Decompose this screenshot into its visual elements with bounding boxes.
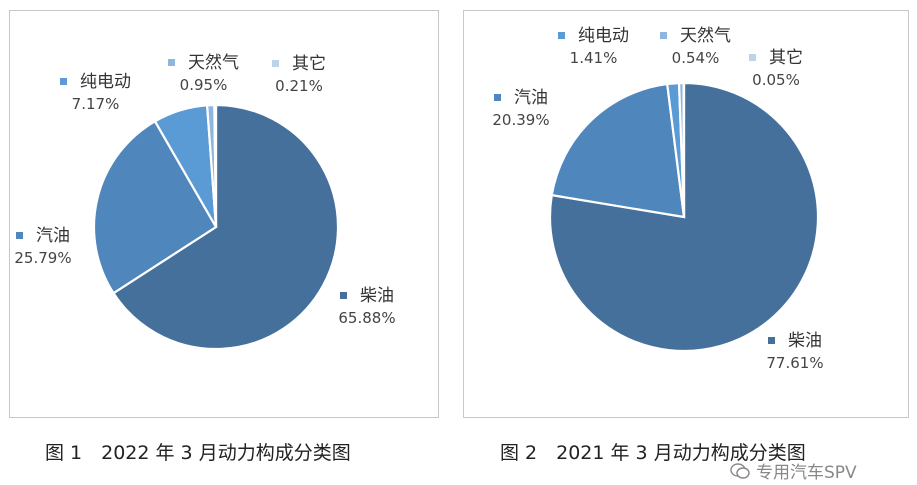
slice-percent-0: 65.88% bbox=[338, 309, 395, 327]
slice-name-0: 柴油 bbox=[360, 286, 394, 306]
slice-name-2: 纯电动 bbox=[578, 26, 629, 46]
slice-label-0: 柴油 65.88% bbox=[338, 286, 395, 327]
pie-chart-2022: 柴油 65.88% 汽油 25.79% 纯电动 7.17% 天然气 0.95% 其它 0.21% bbox=[9, 10, 439, 418]
slice-name-4: 其它 bbox=[292, 54, 326, 74]
legend-swatch-0 bbox=[768, 337, 775, 344]
slice-percent-2: 7.17% bbox=[72, 95, 120, 113]
slice-label-1: 汽油 20.39% bbox=[492, 88, 549, 129]
slice-percent-0: 77.61% bbox=[766, 354, 823, 372]
slice-name-1: 汽油 bbox=[36, 226, 70, 246]
slice-percent-3: 0.54% bbox=[672, 49, 720, 67]
slice-name-3: 天然气 bbox=[188, 53, 239, 73]
legend-swatch-2 bbox=[558, 32, 565, 39]
slice-label-2: 纯电动 7.17% bbox=[60, 72, 131, 113]
legend-swatch-1 bbox=[16, 232, 23, 239]
legend-swatch-4 bbox=[272, 60, 279, 67]
slice-label-2: 纯电动 1.41% bbox=[558, 26, 629, 67]
slice-percent-4: 0.21% bbox=[275, 77, 323, 95]
slice-name-2: 纯电动 bbox=[80, 72, 131, 92]
slice-name-1: 汽油 bbox=[514, 88, 548, 108]
pie-slice-0 bbox=[111, 103, 340, 351]
slice-name-0: 柴油 bbox=[788, 331, 822, 351]
slice-label-3: 天然气 0.54% bbox=[660, 26, 731, 67]
chart-caption-2021: 图 2 2021 年 3 月动力构成分类图 bbox=[500, 442, 806, 464]
watermark-text: 专用汽车SPV bbox=[756, 463, 857, 483]
slice-percent-3: 0.95% bbox=[180, 76, 228, 94]
wechat-icon bbox=[730, 462, 750, 479]
slice-name-3: 天然气 bbox=[680, 26, 731, 46]
watermark: 专用汽车SPV bbox=[730, 458, 857, 483]
slice-label-4: 其它 0.21% bbox=[272, 54, 326, 95]
slice-percent-1: 20.39% bbox=[492, 111, 549, 129]
legend-swatch-1 bbox=[494, 94, 501, 101]
slice-label-3: 天然气 0.95% bbox=[168, 53, 239, 94]
slice-name-4: 其它 bbox=[769, 48, 803, 68]
legend-swatch-3 bbox=[660, 32, 667, 39]
chart-caption-2022: 图 1 2022 年 3 月动力构成分类图 bbox=[45, 442, 351, 464]
legend-swatch-4 bbox=[749, 54, 756, 61]
slice-percent-2: 1.41% bbox=[570, 49, 618, 67]
pie-chart-2022-svg: 柴油 65.88% 汽油 25.79% 纯电动 7.17% 天然气 0.95% 其它 0.21% bbox=[14, 53, 396, 351]
pie-slice-1 bbox=[92, 119, 218, 295]
legend-swatch-3 bbox=[168, 59, 175, 66]
slice-label-4: 其它 0.05% bbox=[749, 48, 803, 89]
pie-chart-2021: 柴油 77.61% 汽油 20.39% 纯电动 1.41% 天然气 0.54% 其它 0.05% bbox=[463, 10, 909, 418]
slice-label-1: 汽油 25.79% bbox=[14, 226, 71, 267]
slice-percent-4: 0.05% bbox=[752, 71, 800, 89]
legend-swatch-0 bbox=[340, 292, 347, 299]
slice-percent-1: 25.79% bbox=[14, 249, 71, 267]
pie-chart-2021-svg: 柴油 77.61% 汽油 20.39% 纯电动 1.41% 天然气 0.54% 其它 0.05% bbox=[492, 26, 823, 372]
pie-slice-1 bbox=[550, 82, 686, 219]
slice-label-0: 柴油 77.61% bbox=[766, 331, 823, 372]
legend-swatch-2 bbox=[60, 78, 67, 85]
pie-slice-4 bbox=[213, 103, 218, 228]
